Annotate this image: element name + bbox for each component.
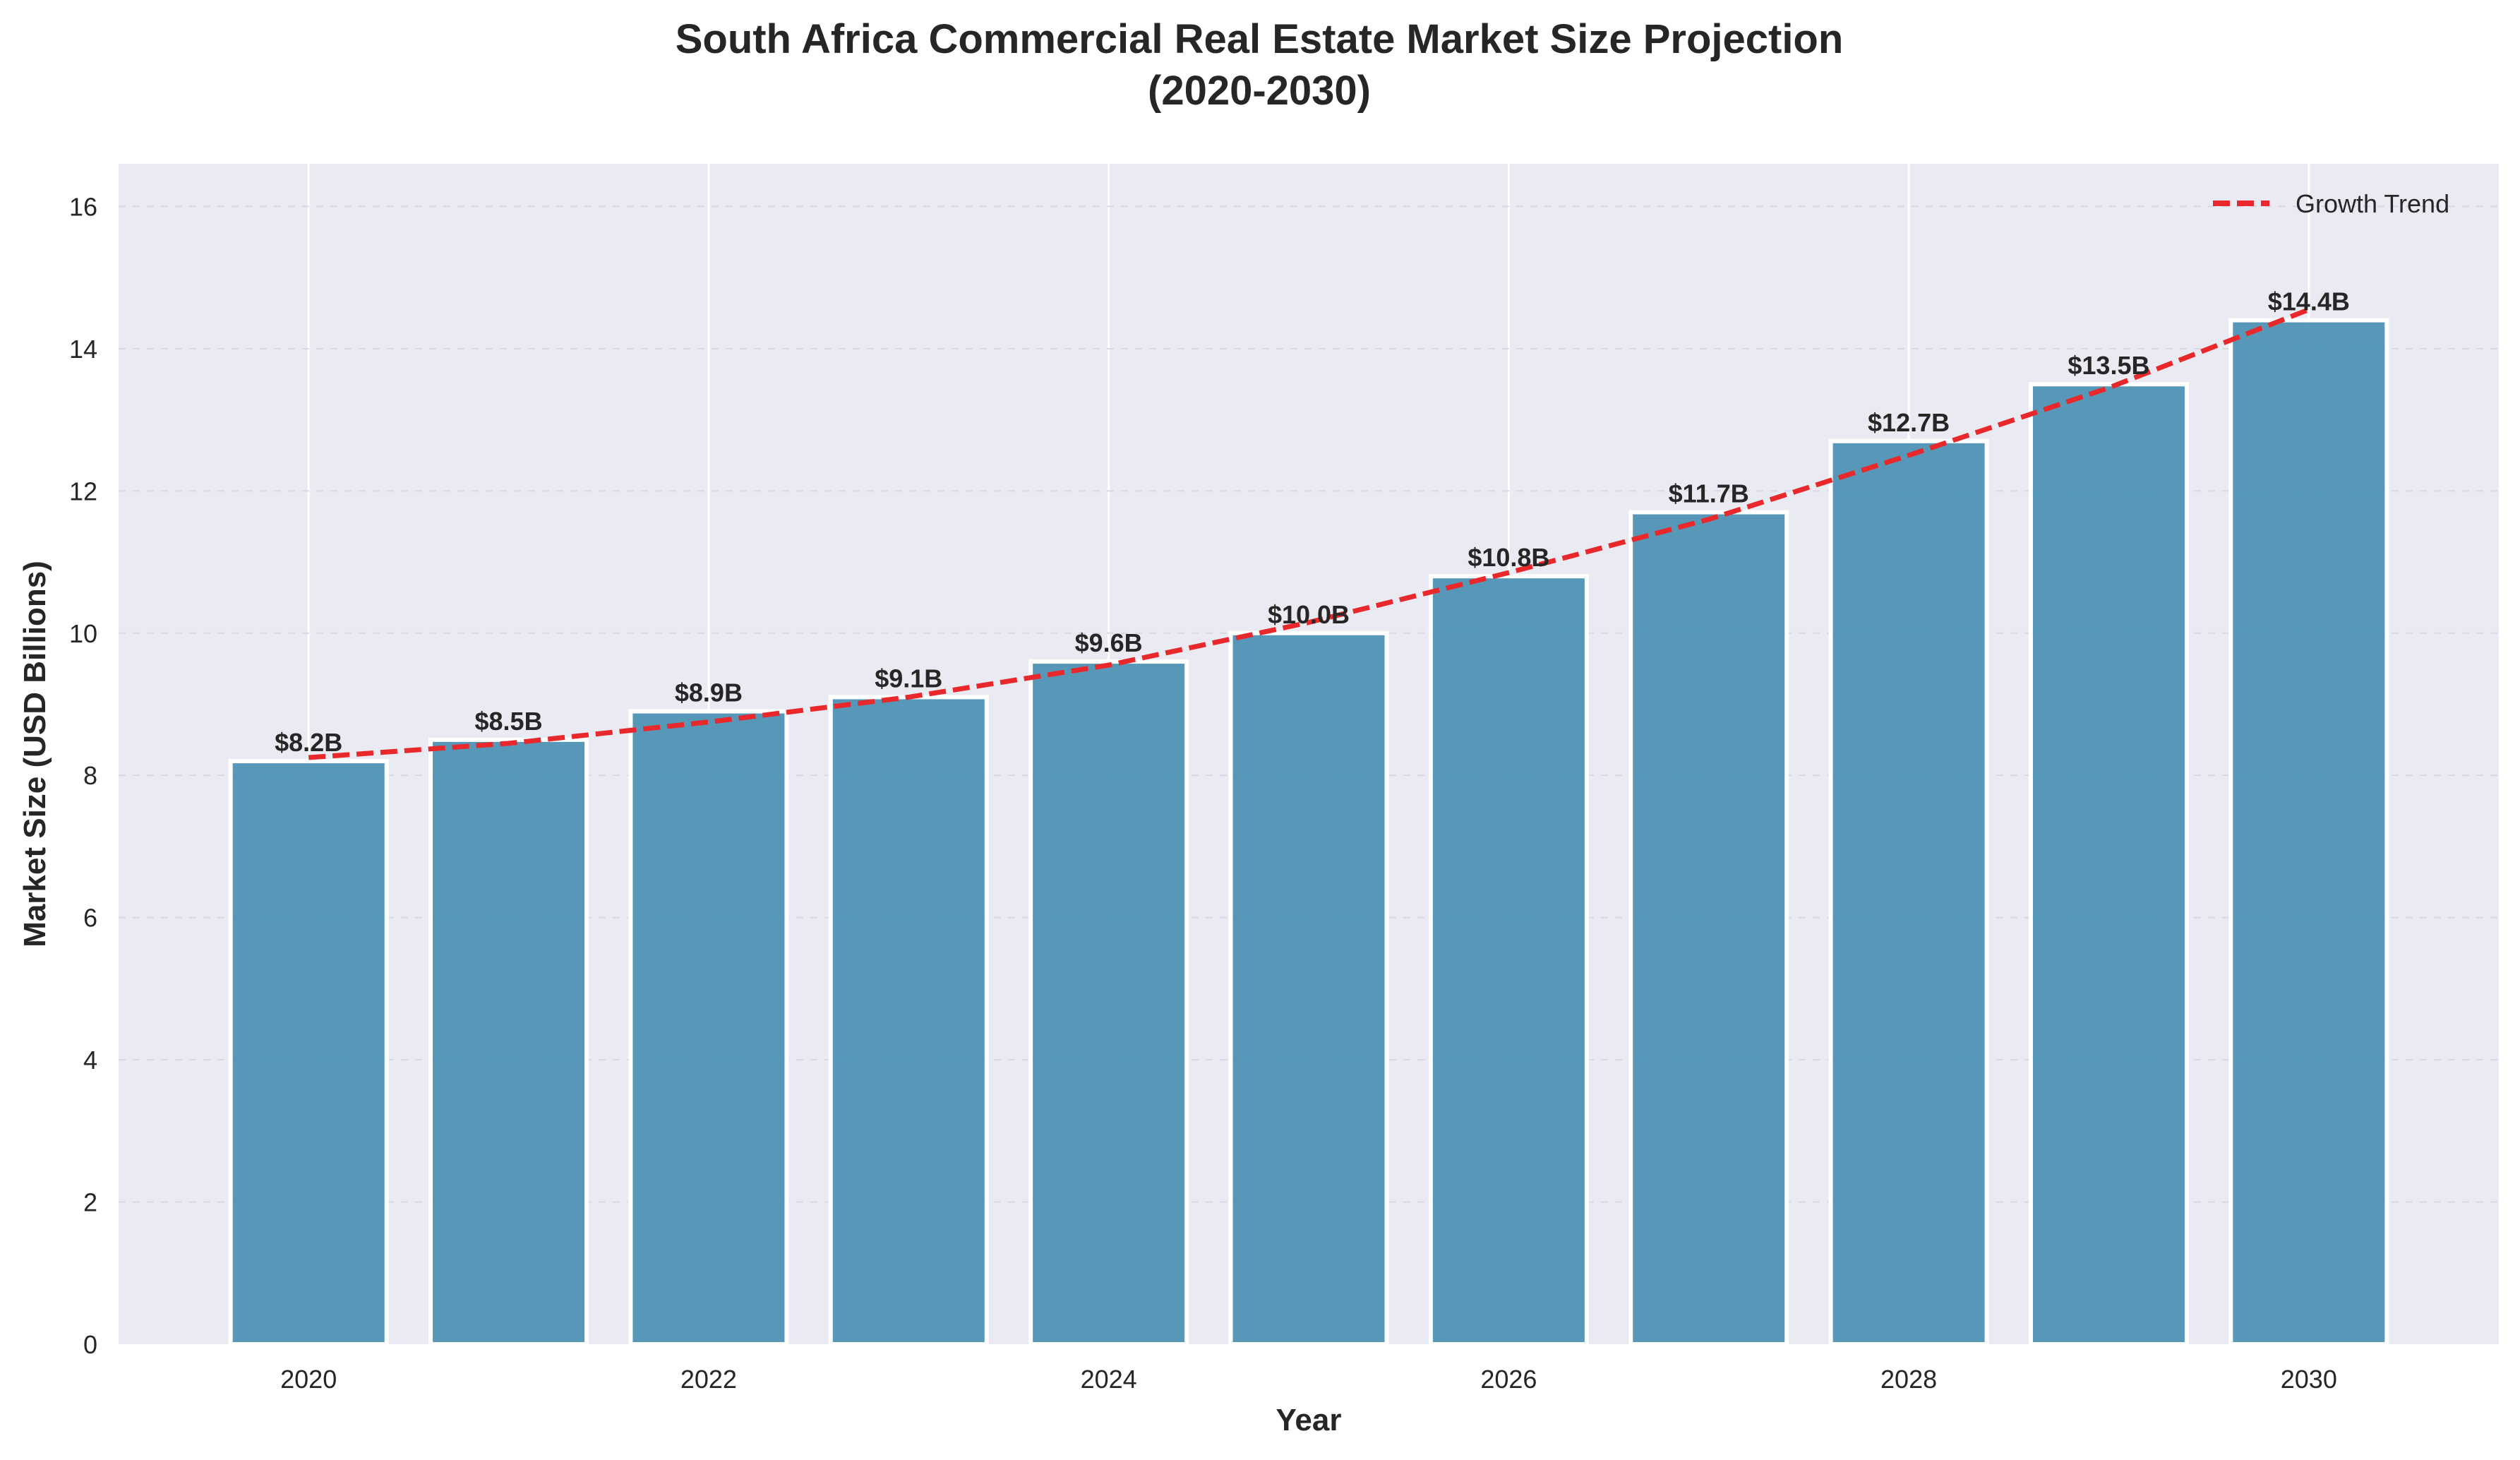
x-tick-label: 2026 xyxy=(1480,1365,1537,1394)
data-label-2022: $8.9B xyxy=(675,678,743,707)
bar-2027 xyxy=(1628,510,1789,1347)
legend: Growth Trend xyxy=(2213,189,2449,218)
data-label-2026: $10.8B xyxy=(1468,543,1549,572)
y-tick-label: 8 xyxy=(83,761,97,790)
data-label-2030: $14.4B xyxy=(2268,287,2350,316)
legend-trend-label: Growth Trend xyxy=(2296,189,2449,218)
bar-2029 xyxy=(2028,382,2189,1346)
bar-2028 xyxy=(1828,438,1989,1346)
data-label-2029: $13.5B xyxy=(2068,351,2149,380)
bar-series xyxy=(228,318,2389,1347)
data-label-2025: $10.0B xyxy=(1268,600,1350,629)
y-tick-label: 2 xyxy=(83,1188,97,1217)
x-tick-label: 2028 xyxy=(1880,1365,1937,1394)
x-tick-label: 2024 xyxy=(1081,1365,1137,1394)
y-tick-label: 10 xyxy=(69,619,97,648)
chart-title-line2: (2020-2030) xyxy=(1148,68,1371,114)
data-label-2024: $9.6B xyxy=(1075,628,1143,657)
data-labels: $8.2B $8.5B $8.9B $9.1B $9.6B $10.0B $10.8B $11… xyxy=(275,287,2350,757)
y-tick-label: 14 xyxy=(69,335,97,364)
y-tick-label: 6 xyxy=(83,904,97,933)
data-label-2021: $8.5B xyxy=(475,707,543,736)
x-axis-ticks: 2020 2022 2024 2026 2028 2030 xyxy=(280,1365,2337,1394)
data-label-2020: $8.2B xyxy=(275,728,342,757)
bar-2021 xyxy=(428,737,589,1347)
y-axis-label: Market Size (USD Billions) xyxy=(18,561,52,947)
x-axis-label: Year xyxy=(1276,1403,1342,1437)
chart-title-line1: South Africa Commercial Real Estate Mark… xyxy=(676,16,1844,62)
bar-2026 xyxy=(1428,574,1589,1346)
y-tick-label: 4 xyxy=(83,1046,97,1075)
trend-line-layer xyxy=(308,307,2310,760)
x-tick-label: 2030 xyxy=(2281,1365,2337,1394)
bar-2023 xyxy=(828,695,989,1346)
data-label-2027: $11.7B xyxy=(1669,479,1749,508)
bar-2025 xyxy=(1228,630,1389,1346)
y-tick-label: 0 xyxy=(83,1330,97,1359)
bar-2022 xyxy=(628,709,789,1346)
x-tick-label: 2020 xyxy=(280,1365,337,1394)
bar-2020 xyxy=(228,759,389,1346)
data-label-2023: $9.1B xyxy=(875,664,942,693)
bar-2024 xyxy=(1028,659,1189,1346)
y-axis-ticks: 0 2 4 6 8 10 12 14 16 xyxy=(69,192,97,1359)
y-tick-label: 16 xyxy=(69,192,97,221)
bar-2030 xyxy=(2228,318,2389,1347)
growth-trend-line xyxy=(308,307,2310,760)
x-tick-label: 2022 xyxy=(680,1365,737,1394)
y-tick-label: 12 xyxy=(69,477,97,505)
data-label-2028: $12.7B xyxy=(1868,408,1950,437)
